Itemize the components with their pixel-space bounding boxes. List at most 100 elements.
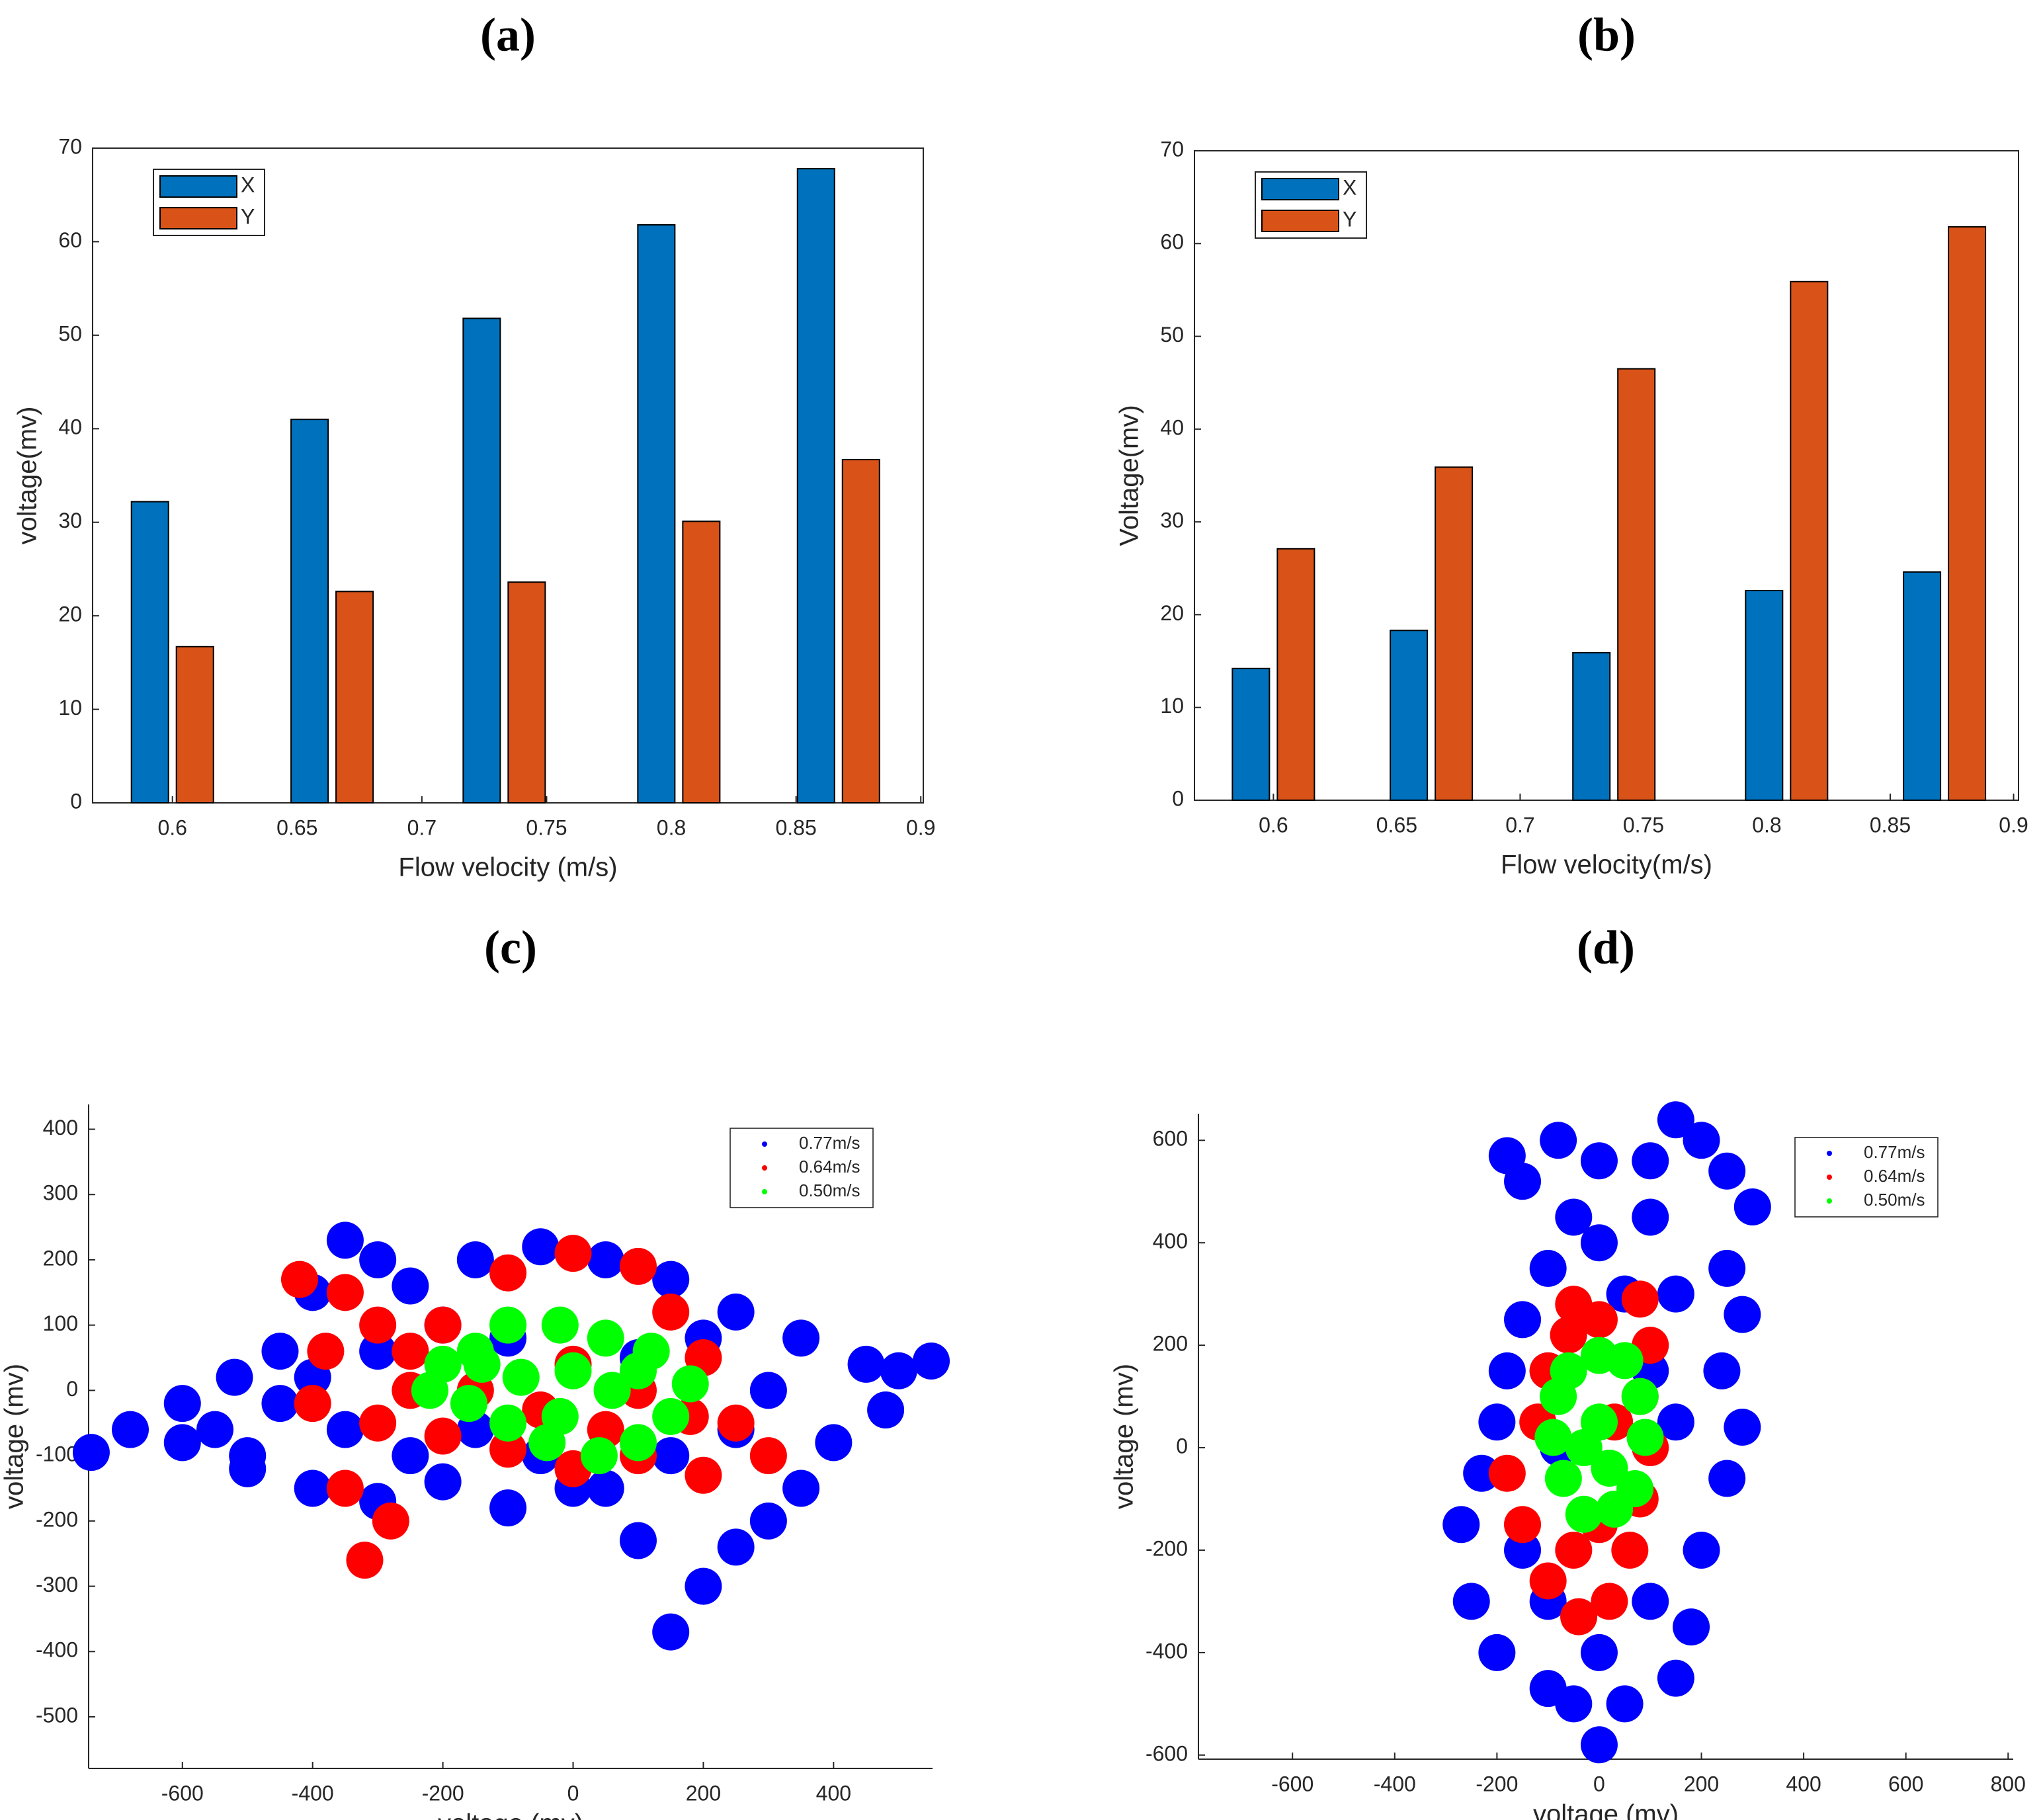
y-tick-label: 0: [1172, 786, 1184, 810]
legend-swatch: [159, 207, 237, 229]
point: [1478, 1634, 1516, 1671]
y-axis-label: voltage(mv): [13, 407, 42, 545]
x-tick-label: 0.85: [1870, 813, 1911, 837]
x-tick-label: 0: [567, 1781, 579, 1805]
point: [1504, 1531, 1542, 1569]
point: [502, 1358, 540, 1396]
point: [593, 1372, 631, 1409]
point: [1442, 1506, 1480, 1544]
point: [685, 1456, 722, 1494]
point: [229, 1450, 267, 1487]
y-tick-label: 100: [43, 1311, 78, 1335]
legend-label: 0.64m/s: [799, 1157, 860, 1177]
bar: [1617, 368, 1656, 801]
legend-box: [730, 1128, 874, 1208]
panel-title: (d): [1577, 921, 1635, 974]
panel: (d) voltage (mv) voltage (mv) -600 -400 -200 0…: [1110, 921, 2026, 1820]
y-tick-label: 50: [58, 321, 82, 345]
point: [717, 1404, 755, 1442]
bar: [175, 645, 214, 804]
x-tick-label: 0.9: [906, 815, 935, 839]
y-axis-label: voltage (mv): [1110, 1364, 1139, 1509]
point: [554, 1352, 592, 1389]
bar: [1390, 630, 1429, 802]
point: [1504, 1163, 1542, 1200]
point: [880, 1352, 917, 1389]
legend-marker: [1827, 1198, 1832, 1204]
legend-label: X: [241, 173, 255, 196]
point: [1632, 1198, 1669, 1236]
y-tick-label: -400: [1146, 1639, 1188, 1663]
point: [1621, 1280, 1659, 1318]
point: [1683, 1122, 1720, 1159]
legend-marker: [1827, 1151, 1832, 1156]
point: [671, 1365, 709, 1403]
panel-title: (c): [484, 921, 537, 974]
point: [1504, 1301, 1542, 1339]
point: [717, 1528, 755, 1566]
x-tick-label: 0: [1593, 1772, 1605, 1796]
point: [717, 1293, 755, 1331]
point: [261, 1385, 299, 1423]
point: [1657, 1101, 1694, 1139]
y-tick-label: 0: [66, 1377, 78, 1401]
x-tick-label: 0.75: [526, 815, 567, 839]
point: [489, 1430, 527, 1468]
x-tick-label: 0.7: [407, 815, 437, 839]
legend-marker: [762, 1141, 767, 1147]
y-tick-label: -100: [36, 1442, 78, 1466]
legend-label: 0.77m/s: [1864, 1142, 1925, 1162]
point: [522, 1228, 560, 1266]
point: [1478, 1403, 1516, 1441]
point: [1591, 1450, 1628, 1487]
bar: [462, 317, 501, 804]
point: [1708, 1249, 1746, 1287]
y-tick-label: 10: [58, 696, 82, 720]
y-tick-label: 70: [1160, 137, 1184, 161]
point: [619, 1424, 657, 1462]
y-tick-label: -500: [36, 1703, 78, 1727]
point: [392, 1437, 429, 1475]
x-tick-label: -200: [422, 1781, 464, 1805]
point: [1626, 1419, 1664, 1456]
point: [1463, 1454, 1501, 1492]
y-tick-label: -400: [36, 1638, 78, 1662]
x-tick-label: -600: [161, 1781, 204, 1805]
bar: [1903, 571, 1942, 801]
x-tick-label: -400: [292, 1781, 334, 1805]
point: [326, 1274, 364, 1311]
legend-label: 0.50m/s: [1864, 1190, 1925, 1210]
point: [112, 1411, 149, 1448]
y-tick-label: 50: [1160, 323, 1184, 347]
point: [326, 1411, 364, 1448]
y-tick-label: 200: [1153, 1332, 1188, 1356]
point: [326, 1221, 364, 1259]
y-tick-label: 20: [1160, 601, 1184, 625]
y-tick-label: -200: [1146, 1536, 1188, 1560]
x-tick-label: 0.8: [657, 815, 686, 839]
point: [1724, 1409, 1761, 1446]
bar: [1231, 667, 1271, 802]
point: [867, 1391, 905, 1429]
point: [847, 1345, 885, 1383]
point: [1560, 1598, 1598, 1635]
point: [1632, 1583, 1669, 1620]
point: [554, 1235, 592, 1272]
point: [652, 1397, 690, 1435]
panel: (c) voltage (mv) voltage (mv) -600 -400 -200 0…: [0, 921, 950, 1820]
point: [424, 1417, 462, 1455]
y-tick-label: 10: [1160, 694, 1184, 718]
y-tick-label: 40: [1160, 415, 1184, 439]
point: [163, 1385, 201, 1423]
point: [72, 1434, 110, 1471]
legend-swatch: [159, 175, 237, 198]
legend-swatch: [1261, 210, 1339, 232]
point: [424, 1306, 462, 1344]
point: [1504, 1506, 1542, 1544]
bar: [290, 419, 329, 804]
y-tick-label: 400: [43, 1116, 78, 1139]
point: [456, 1241, 494, 1278]
legend-marker: [762, 1189, 767, 1194]
bar: [507, 581, 546, 804]
y-tick-label: 400: [1153, 1229, 1188, 1253]
